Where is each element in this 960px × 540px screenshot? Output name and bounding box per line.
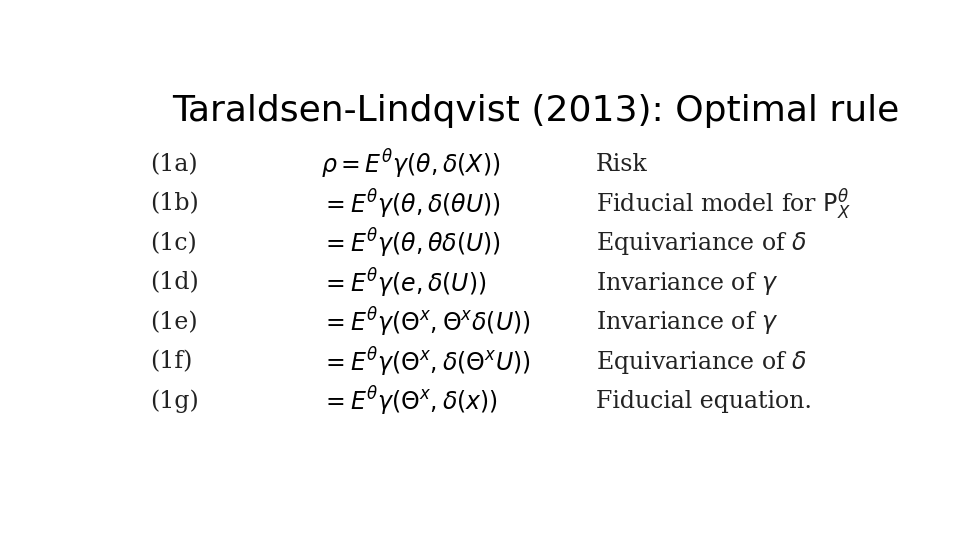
Text: (1a): (1a) <box>150 153 198 176</box>
Text: $= E^{\theta}\gamma(\Theta^{x}, \Theta^{x}\delta(U))$: $= E^{\theta}\gamma(\Theta^{x}, \Theta^{… <box>321 306 531 339</box>
Text: $\rho = E^{\theta}\gamma(\theta, \delta(X))$: $\rho = E^{\theta}\gamma(\theta, \delta(… <box>321 148 500 181</box>
Text: Risk: Risk <box>596 153 648 176</box>
Text: (1f): (1f) <box>150 350 192 374</box>
Text: $= E^{\theta}\gamma(\theta, \delta(\theta U))$: $= E^{\theta}\gamma(\theta, \delta(\thet… <box>321 187 501 221</box>
Text: (1c): (1c) <box>150 232 197 255</box>
Text: Equivariance of $\delta$: Equivariance of $\delta$ <box>596 349 807 376</box>
Text: $= E^{\theta}\gamma(\Theta^{x}, \delta(\Theta^{x}U))$: $= E^{\theta}\gamma(\Theta^{x}, \delta(\… <box>321 346 531 379</box>
Text: Fiducial equation.: Fiducial equation. <box>596 390 812 413</box>
Text: $= E^{\theta}\gamma(\Theta^{x}, \delta(x))$: $= E^{\theta}\gamma(\Theta^{x}, \delta(x… <box>321 385 498 418</box>
Text: $= E^{\theta}\gamma(\theta, \theta\delta(U))$: $= E^{\theta}\gamma(\theta, \theta\delta… <box>321 227 501 260</box>
Text: Invariance of $\gamma$: Invariance of $\gamma$ <box>596 269 779 296</box>
Text: Equivariance of $\delta$: Equivariance of $\delta$ <box>596 230 807 257</box>
Text: (1g): (1g) <box>150 390 199 413</box>
Text: Fiducial model for $\mathrm{P}^{\theta}_{X}$: Fiducial model for $\mathrm{P}^{\theta}_… <box>596 186 852 222</box>
Text: Invariance of $\gamma$: Invariance of $\gamma$ <box>596 309 779 336</box>
Text: $= E^{\theta}\gamma(e, \delta(U))$: $= E^{\theta}\gamma(e, \delta(U))$ <box>321 266 487 300</box>
Text: Taraldsen-Lindqvist (2013): Optimal rule: Taraldsen-Lindqvist (2013): Optimal rule <box>172 94 900 128</box>
Text: (1b): (1b) <box>150 193 199 215</box>
Text: (1d): (1d) <box>150 272 199 295</box>
Text: (1e): (1e) <box>150 311 198 334</box>
